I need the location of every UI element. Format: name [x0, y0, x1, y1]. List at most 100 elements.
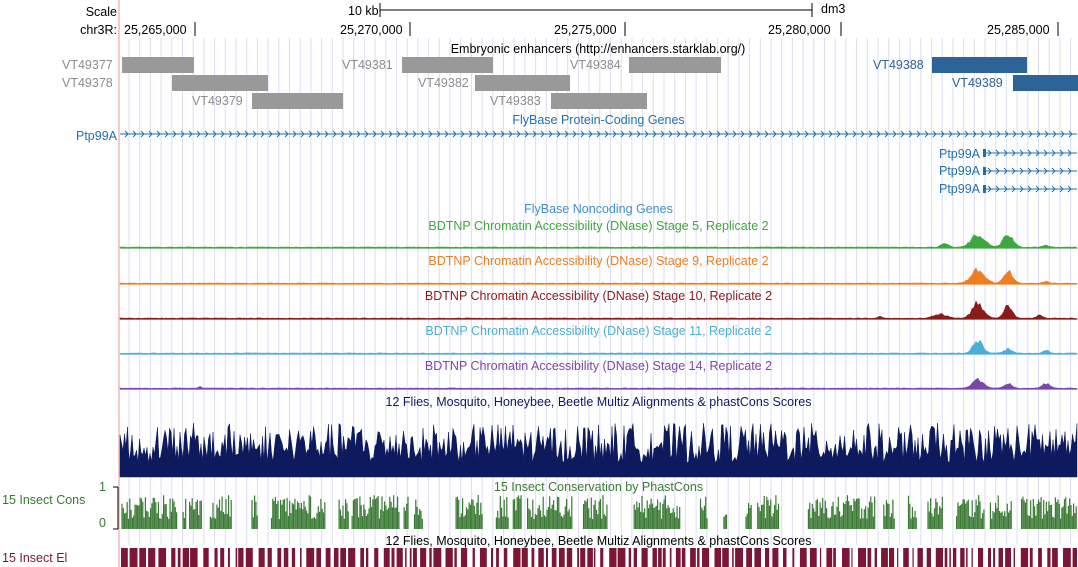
conserved-element: [340, 548, 346, 567]
gene-strand-chevron: [412, 130, 417, 138]
enhancer-label[interactable]: VT49383: [490, 94, 541, 108]
gene-strand-chevron: [884, 130, 889, 138]
conserved-element: [897, 548, 899, 567]
track-title-insect-el[interactable]: 12 Flies, Mosquito, Honeybee, Beetle Mul…: [385, 534, 812, 548]
conserved-element: [1047, 548, 1051, 567]
gene-strand-chevron: [484, 130, 489, 138]
gene-strand-chevron: [252, 130, 257, 138]
enhancer-label[interactable]: VT49379: [192, 94, 243, 108]
conserved-element: [926, 548, 931, 567]
conserved-element: [190, 548, 198, 567]
conserved-element: [735, 548, 743, 567]
conserved-element: [833, 548, 836, 567]
gene-strand-chevron: [604, 130, 609, 138]
insect-cons-label[interactable]: 15 Insect Cons: [2, 493, 86, 507]
enhancer-label[interactable]: VT49388: [873, 58, 924, 72]
gene-strand-chevron: [340, 130, 345, 138]
conserved-element: [609, 548, 617, 567]
conserved-element: [420, 548, 427, 567]
enhancer-label[interactable]: VT49384: [570, 58, 621, 72]
conserved-element: [690, 548, 696, 567]
gene-strand-chevron: [508, 130, 513, 138]
gene-strand-chevron: [987, 185, 992, 193]
track-title-dnase-stage14[interactable]: BDTNP Chromatin Accessibility (DNase) St…: [424, 359, 773, 373]
insect-cons-min: 0: [99, 516, 106, 530]
track-title-dnase-stage9[interactable]: BDTNP Chromatin Accessibility (DNase) St…: [428, 254, 769, 268]
conserved-element: [702, 548, 710, 567]
conserved-element: [580, 548, 586, 567]
scale-value: 10 kb: [348, 4, 379, 18]
gene-strand-chevron: [1019, 149, 1024, 157]
enhancer-label[interactable]: VT49382: [418, 76, 469, 90]
conserved-element: [675, 548, 681, 567]
gene-strand-chevron: [220, 130, 225, 138]
conserved-element: [952, 548, 957, 567]
gene-strand-chevron: [764, 130, 769, 138]
insect-cons-max: 1: [99, 480, 106, 494]
conserved-element: [819, 548, 822, 567]
conserved-element: [496, 548, 499, 567]
gene-strand-chevron: [532, 130, 537, 138]
ruler[interactable]: [194, 3, 1059, 36]
conserved-element: [881, 548, 888, 567]
gene-strand-chevron: [380, 130, 385, 138]
conserved-element: [1052, 548, 1058, 567]
gene-label-ptp99a[interactable]: Ptp99A: [938, 182, 980, 196]
assembly-label: dm3: [821, 2, 846, 16]
conserved-element: [978, 548, 984, 567]
conserved-element: [903, 548, 909, 567]
conserved-element: [513, 548, 521, 567]
enhancer-label[interactable]: VT49389: [952, 76, 1003, 90]
insect-el-label[interactable]: 15 Insect El: [2, 551, 68, 565]
track-title-protein-coding[interactable]: FlyBase Protein-Coding Genes: [512, 113, 685, 127]
gene-strand-chevron: [548, 130, 553, 138]
enhancer-label[interactable]: VT49377: [62, 58, 113, 72]
gene-strand-chevron: [1059, 185, 1064, 193]
gene-strand-chevron: [812, 130, 817, 138]
track-title-enhancers[interactable]: Embryonic enhancers (http://enhancers.st…: [450, 42, 746, 56]
gene-strand-chevron: [1027, 149, 1032, 157]
gene-strand-chevron: [900, 130, 905, 138]
conserved-element: [203, 548, 209, 567]
gene-strand-chevron: [995, 185, 1000, 193]
gene-label-ptp99a[interactable]: Ptp99A: [75, 129, 117, 143]
conserved-element: [258, 548, 265, 567]
gene-strand-chevron: [924, 130, 929, 138]
conserved-element: [454, 548, 457, 567]
track-title-dnase-stage5[interactable]: BDTNP Chromatin Accessibility (DNase) St…: [428, 219, 769, 233]
gene-strand-chevron: [908, 130, 913, 138]
gene-strand-chevron: [1027, 167, 1032, 175]
conserved-element: [966, 548, 968, 567]
gene-strand-chevron: [1059, 167, 1064, 175]
gene-strand-chevron: [980, 130, 985, 138]
gene-strand-chevron: [1035, 167, 1040, 175]
gene-strand-chevron: [836, 130, 841, 138]
gene-strand-chevron: [1035, 185, 1040, 193]
gene-label-ptp99a[interactable]: Ptp99A: [938, 147, 980, 161]
track-title-insect-cons[interactable]: 15 Insect Conservation by PhastCons: [493, 480, 704, 494]
gene-strand-chevron: [1011, 185, 1016, 193]
gene-strand-chevron: [388, 130, 393, 138]
gene-strand-chevron: [876, 130, 881, 138]
gene-strand-chevron: [572, 130, 577, 138]
gene-strand-chevron: [724, 130, 729, 138]
gene-strand-chevron: [564, 130, 569, 138]
enhancer-box: [1013, 75, 1078, 91]
track-title-noncoding[interactable]: FlyBase Noncoding Genes: [524, 202, 673, 216]
gene-label-ptp99a[interactable]: Ptp99A: [938, 164, 980, 178]
track-title-dnase-stage11[interactable]: BDTNP Chromatin Accessibility (DNase) St…: [425, 324, 772, 338]
conserved-element: [1063, 548, 1071, 567]
gene-strand-chevron: [892, 130, 897, 138]
conserved-element: [628, 548, 632, 567]
gene-strand-chevron: [1067, 167, 1072, 175]
conserved-element: [1029, 548, 1033, 567]
track-title-multiz[interactable]: 12 Flies, Mosquito, Honeybee, Beetle Mul…: [385, 395, 812, 409]
conserved-element: [1013, 548, 1015, 567]
track-title-dnase-stage10[interactable]: BDTNP Chromatin Accessibility (DNase) St…: [424, 289, 773, 303]
conserved-element: [325, 548, 331, 567]
enhancer-label[interactable]: VT49381: [342, 58, 393, 72]
gene-strand-chevron: [292, 130, 297, 138]
enhancer-label[interactable]: VT49378: [62, 76, 113, 90]
